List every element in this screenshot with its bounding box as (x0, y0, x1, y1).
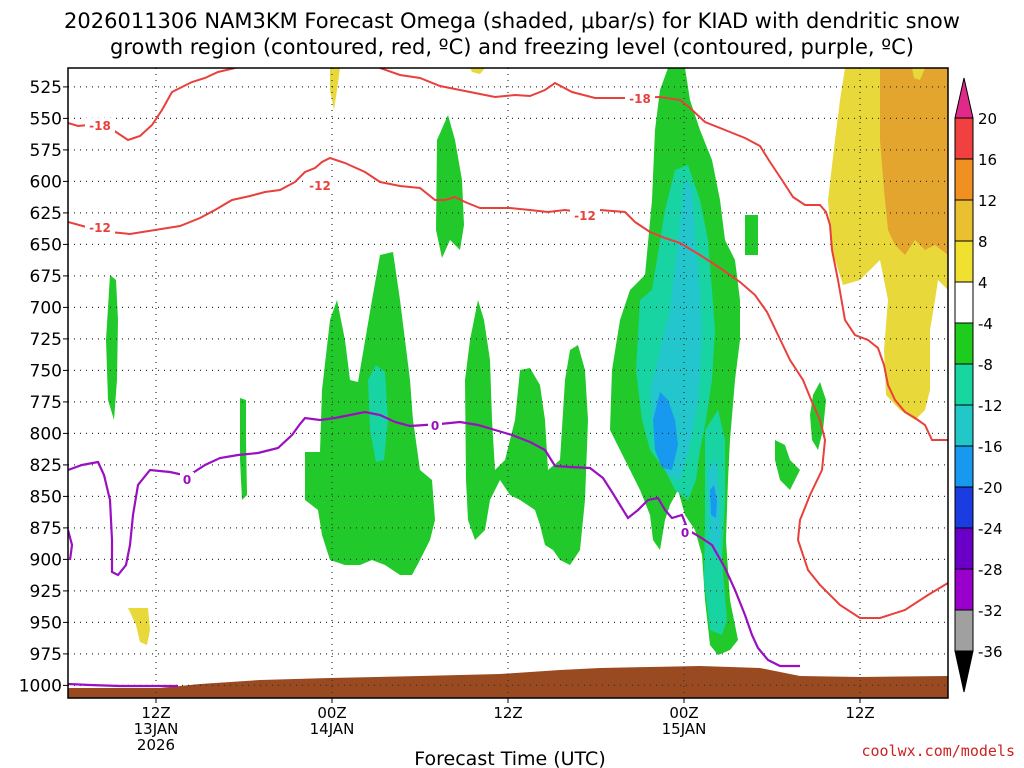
y-tick-label: 650 (30, 235, 62, 255)
x-tick-label: 14JAN (310, 720, 355, 738)
colorbar-label: 4 (978, 274, 988, 292)
colorbar-swatch (954, 199, 974, 242)
terrain-surface (68, 666, 948, 698)
y-tick-label: 600 (30, 172, 62, 192)
colorbar-label: -4 (978, 315, 993, 333)
chart-title-line-2: growth region (contoured, red, ºC) and f… (110, 35, 914, 59)
y-tick-label: 550 (30, 109, 62, 129)
freezing-level-contour-left-edge (68, 529, 74, 561)
omega-positive-small-top (330, 68, 340, 110)
colorbar-label: -20 (978, 479, 1003, 497)
colorbar-swatch (954, 486, 974, 529)
plot-area (68, 68, 948, 698)
x-tick-label: 12Z (845, 704, 874, 722)
contour-label: -12 (309, 179, 331, 193)
dgz-contour-minus18-right (379, 68, 948, 441)
contour-labels: -18 -18 -12 -12 -12 0 0 0 (85, 91, 692, 540)
colorbar-swatch (954, 281, 974, 324)
freezing-level-contour-surface (68, 682, 178, 688)
x-tick-label: 00Z (317, 704, 346, 722)
x-tick-label: 13JAN (134, 720, 179, 738)
y-tick-label: 725 (30, 330, 62, 350)
y-tick-label: 925 (30, 582, 62, 602)
y-axis: 525 550 575 600 625 650 675 700 725 750 775 800 825 8… (19, 78, 68, 696)
y-tick-label: 625 (30, 204, 62, 224)
colorbar-label: -24 (978, 520, 1003, 538)
y-tick-label: 875 (30, 519, 62, 539)
colorbar-label: 16 (978, 151, 997, 169)
colorbar: 20 16 12 8 4 -4 -8 -12 -16 -20 -24 -28 -32 -36 (954, 77, 1003, 693)
x-tick-label: 12Z (141, 704, 170, 722)
y-tick-label: 750 (30, 361, 62, 381)
y-tick-label: 850 (30, 487, 62, 507)
contour-label: -18 (629, 92, 651, 106)
colorbar-swatch (954, 322, 974, 365)
omega-shading (68, 68, 948, 698)
x-tick-label: 12Z (493, 704, 522, 722)
colorbar-swatch (954, 445, 974, 488)
colorbar-swatch (954, 568, 974, 611)
x-tick-label: 15JAN (662, 720, 707, 738)
colorbar-swatch (954, 77, 974, 119)
colorbar-swatch (954, 404, 974, 447)
x-tick-label: 00Z (669, 704, 698, 722)
colorbar-label: -36 (978, 643, 1003, 661)
contour-label: 0 (183, 473, 191, 487)
y-tick-label: 675 (30, 267, 62, 287)
y-tick-label: 825 (30, 456, 62, 476)
y-tick-label: 575 (30, 141, 62, 161)
contour-label: 0 (681, 526, 689, 540)
omega-positive-small-top3 (912, 68, 925, 80)
y-tick-label: 800 (30, 424, 62, 444)
y-tick-label: 525 (30, 78, 62, 98)
colorbar-label: -32 (978, 602, 1003, 620)
chart-title-line-1: 2026011306 NAM3KM Forecast Omega (shaded… (64, 9, 960, 33)
colorbar-label: 8 (978, 233, 988, 251)
colorbar-label: -8 (978, 356, 993, 374)
omega-positive-small-low (128, 608, 150, 645)
y-tick-label: 975 (30, 645, 62, 665)
omega-positive-small-top2 (470, 68, 485, 74)
colorbar-swatch (954, 158, 974, 201)
credit-text: coolwx.com/models (861, 742, 1015, 760)
y-tick-label: 900 (30, 550, 62, 570)
colorbar-label: -12 (978, 397, 1003, 415)
omega-blue-core2 (710, 485, 717, 518)
x-axis-label: Forecast Time (UTC) (414, 748, 605, 768)
omega-positive-core (880, 68, 948, 255)
colorbar-swatch (954, 363, 974, 406)
y-tick-label: 950 (30, 613, 62, 633)
y-tick-label: 1000 (19, 676, 62, 696)
contour-label: 0 (431, 419, 439, 433)
y-tick-label: 775 (30, 393, 62, 413)
colorbar-swatch (954, 240, 974, 283)
colorbar-swatch (954, 650, 974, 693)
y-tick-label: 700 (30, 298, 62, 318)
omega-blue-core (653, 392, 678, 470)
colorbar-swatch (954, 527, 974, 570)
colorbar-swatch (954, 117, 974, 160)
contour-label: -12 (89, 221, 111, 235)
colorbar-label: 20 (978, 110, 997, 128)
dgz-contour-minus12-left (68, 156, 948, 619)
colorbar-swatch (954, 609, 974, 652)
contour-label: -12 (574, 209, 596, 223)
colorbar-label: 12 (978, 192, 997, 210)
colorbar-label: -16 (978, 438, 1003, 456)
contour-label: -18 (89, 119, 111, 133)
colorbar-label: -28 (978, 561, 1003, 579)
x-tick-label: 2026 (137, 736, 175, 754)
